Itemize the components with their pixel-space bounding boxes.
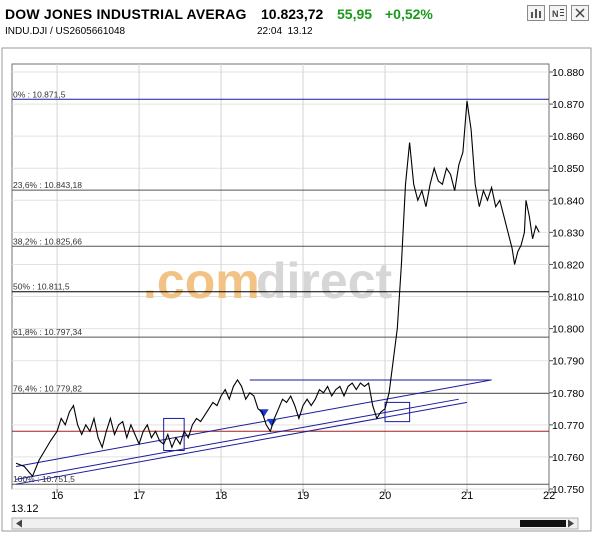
fib-level-label: 76,4% : 10.779,82 [13,383,82,393]
highlight-box [384,401,411,423]
scrollbar-thumb[interactable] [520,520,566,527]
y-tick-label: 10.850 [552,163,584,175]
price-line [15,100,540,478]
y-tick-label: 10.790 [552,356,584,368]
news-icon: N [552,9,564,19]
y-tick-label: 10.860 [552,131,584,143]
fib-level-label: 0% : 10.871,5 [13,89,66,99]
instrument-title: DOW JONES INDUSTRIAL AVERAG [5,6,247,22]
x-date-label: 13.12 [11,503,39,515]
close-button[interactable] [571,5,589,21]
y-tick-label: 10.870 [552,99,584,111]
y-tick-label: 10.820 [552,259,584,271]
quote-header: DOW JONES INDUSTRIAL AVERAG 10.823,72 55… [0,0,596,44]
scroll-left-icon[interactable] [16,519,22,528]
x-tick-label: 19 [297,490,309,502]
x-axis: 16 17 18 19 20 21 22 [51,489,555,502]
y-tick-label: 10.770 [552,420,584,432]
scroll-right-icon[interactable] [568,519,574,528]
close-icon [575,8,585,18]
y-tick-label: 10.780 [552,388,584,400]
fib-level-label: 23,6% : 10.843,18 [13,180,82,190]
y-tick-label: 10.760 [552,452,584,464]
series-layer [15,100,540,478]
symbol-isin: INDU.DJI / US2605661048 [5,26,126,37]
y-tick-label: 10.750 [552,484,584,496]
quote-date-value: 13.12 [287,26,313,37]
fib-level-label: 61,8% : 10.797,34 [13,327,82,337]
x-tick-label: 22 [543,490,555,502]
watermark-direct: direct [256,253,393,309]
bar-chart-icon [531,9,541,18]
x-tick-label: 18 [215,490,227,502]
y-tick-label: 10.880 [552,67,584,79]
arrow-marker [266,418,277,427]
quote-time: 22:04 13.12 [257,26,313,37]
time-scrollbar[interactable] [11,517,579,530]
grid [12,64,549,490]
price-change-percent: +0,52% [385,6,433,22]
y-tick-label: 10.840 [552,195,584,207]
x-tick-label: 20 [379,490,391,502]
y-tick-label: 10.800 [552,324,584,336]
trend-line [16,401,468,485]
bar-chart-button[interactable] [527,5,545,21]
x-tick-label: 17 [133,490,145,502]
fib-level-label: 38,2% : 10.825,66 [13,236,82,246]
price-change: 55,95 [337,6,373,22]
watermark-dot-com: .com [143,253,260,309]
x-tick-label: 16 [51,490,63,502]
news-button[interactable]: N [549,5,567,21]
quote-time-value: 22:04 [257,26,283,37]
y-axis: 10.880 10.870 10.860 10.850 10.840 10.830 10.8… [549,67,584,496]
y-tick-label: 10.810 [552,292,584,304]
fib-level-label: 50% : 10.811,5 [13,282,70,292]
trend-lines [16,379,492,485]
chart-panel-border [1,47,592,532]
price-chart: .com direct 0% : 10.871,5 23,6% : 10.843,… [1,47,592,532]
trend-line [16,379,492,468]
highlight-box [163,417,185,452]
svg-text:N: N [552,9,559,19]
last-price: 10.823,72 [261,6,324,22]
x-tick-label: 21 [461,490,473,502]
y-tick-label: 10.830 [552,227,584,239]
